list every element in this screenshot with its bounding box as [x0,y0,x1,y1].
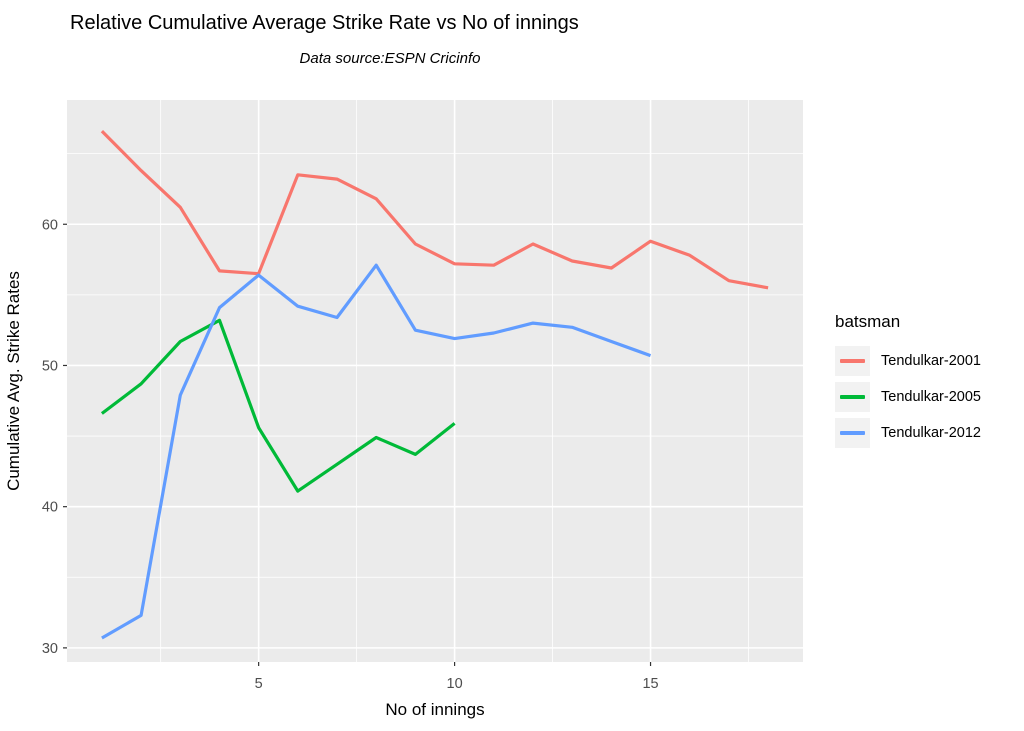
legend-label: Tendulkar-2005 [881,389,981,405]
legend-key-swatch [835,382,870,412]
y-axis-title: Cumulative Avg. Strike Rates [4,271,23,491]
legend-items: Tendulkar-2001 Tendulkar-2005 Tendulkar-20… [835,346,981,448]
chart-title: Relative Cumulative Average Strike Rate … [70,12,579,34]
legend-label: Tendulkar-2001 [881,353,981,369]
legend-key-line [840,395,865,399]
x-tick-label: 5 [255,676,263,692]
legend: batsman Tendulkar-2001 Tendulkar-2005 Tend… [835,312,981,454]
legend-key-swatch [835,418,870,448]
series-line-tendulkar-2012 [101,263,652,640]
series-line-tendulkar-2001 [100,129,769,290]
legend-item-tendulkar-2012: Tendulkar-2012 [835,418,981,448]
legend-key-line [840,431,865,435]
x-tick-label: 15 [642,676,658,692]
legend-title: batsman [835,312,901,331]
chart-subtitle: Data source:ESPN Cricinfo [299,50,481,67]
y-tick-label: 50 [42,358,58,374]
plot-panel [67,100,803,662]
legend-key-swatch [835,346,870,376]
series-line-tendulkar-2005 [100,318,456,493]
legend-item-tendulkar-2001: Tendulkar-2001 [835,346,981,376]
y-tick-label: 40 [42,500,58,516]
legend-key-line [840,359,865,363]
legend-item-tendulkar-2005: Tendulkar-2005 [835,382,981,412]
x-tick-label: 10 [447,676,463,692]
y-tick-label: 30 [42,641,58,657]
y-tick-label: 60 [42,217,58,233]
legend-label: Tendulkar-2012 [881,425,981,441]
x-axis-title: No of innings [385,700,485,719]
